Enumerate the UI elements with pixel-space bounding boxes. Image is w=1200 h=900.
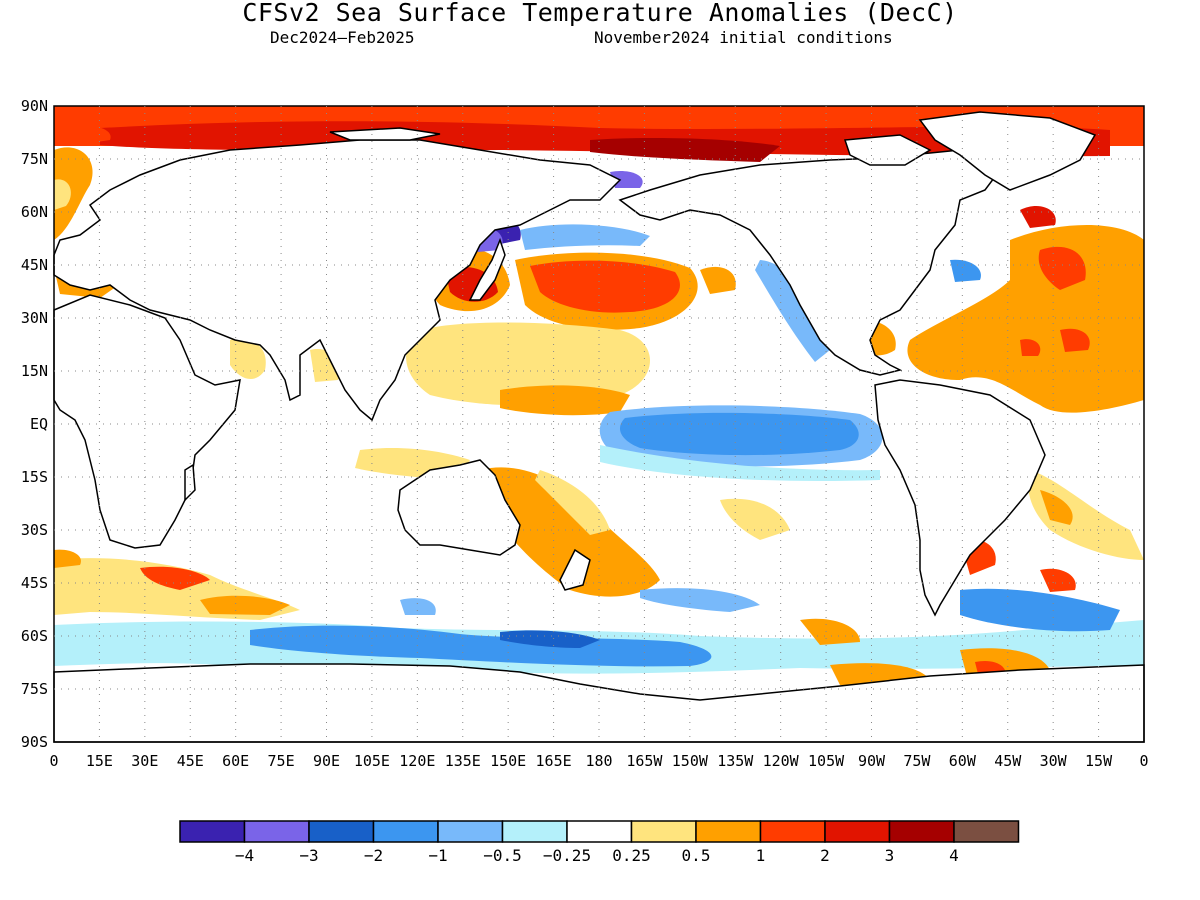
latitude-label: 90S: [21, 733, 48, 751]
colorbar-label: 3: [885, 846, 895, 865]
colorbar-swatch: [630, 820, 697, 843]
latitude-label: 75N: [21, 150, 48, 168]
colorbar-label: 1: [756, 846, 766, 865]
colorbar-swatch: [437, 820, 504, 843]
forecast-period: Dec2024–Feb2025: [270, 28, 415, 47]
colorbar-label: −2: [364, 846, 383, 865]
longitude-labels: 0 15E 30E 45E 60E 75E 90E 105E 120E 135E 150E 165E 1…: [49, 752, 1148, 770]
anomaly-field: [54, 106, 1144, 690]
longitude-label: 180: [585, 752, 612, 770]
latitude-label: 60S: [21, 627, 48, 645]
longitude-label: 165W: [626, 752, 663, 770]
longitude-label: 60W: [949, 752, 977, 770]
longitude-label: 0: [1139, 752, 1148, 770]
longitude-label: 30W: [1040, 752, 1068, 770]
colorbar-swatch: [888, 820, 955, 843]
initial-conditions: November2024 initial conditions: [594, 28, 893, 47]
longitude-label: 75W: [903, 752, 931, 770]
longitude-label: 75E: [268, 752, 295, 770]
longitude-label: 150E: [490, 752, 526, 770]
colorbar-label: −0.5: [483, 846, 522, 865]
longitude-label: 60E: [222, 752, 249, 770]
latitude-label: 90N: [21, 97, 48, 115]
longitude-label: 120W: [763, 752, 800, 770]
colorbar-label: −4: [235, 846, 254, 865]
colorbar-label: 2: [820, 846, 830, 865]
longitude-label: 45W: [994, 752, 1022, 770]
longitude-label: 30E: [131, 752, 158, 770]
colorbar: −4 −3 −2 −1 −0.5 −0.25 0.25 0.5 1 2 3 4: [179, 820, 1020, 865]
latitude-label: 45S: [21, 574, 48, 592]
longitude-label: 45E: [177, 752, 204, 770]
latitude-label: EQ: [30, 415, 48, 433]
colorbar-label: −1: [428, 846, 447, 865]
colorbar-label: 0.25: [612, 846, 651, 865]
colorbar-swatch: [566, 820, 633, 843]
longitude-label: 150W: [672, 752, 709, 770]
latitude-labels: 90N 75N 60N 45N 30N 15N EQ 15S 30S 45S 60S 75S 90S: [21, 97, 48, 751]
colorbar-swatch: [695, 820, 762, 843]
latitude-label: 45N: [21, 256, 48, 274]
colorbar-swatch: [372, 820, 439, 843]
colorbar-swatch: [759, 820, 826, 843]
colorbar-swatch: [824, 820, 891, 843]
latitude-label: 30N: [21, 309, 48, 327]
colorbar-label: −0.25: [543, 846, 591, 865]
colorbar-swatch: [953, 820, 1020, 843]
longitude-label: 105E: [354, 752, 390, 770]
longitude-label: 105W: [808, 752, 845, 770]
colorbar-swatch: [243, 820, 310, 843]
latitude-label: 60N: [21, 203, 48, 221]
longitude-label: 0: [49, 752, 58, 770]
longitude-label: 165E: [536, 752, 572, 770]
chart-title: CFSv2 Sea Surface Temperature Anomalies …: [242, 0, 958, 27]
longitude-label: 15W: [1085, 752, 1113, 770]
colorbar-swatch: [179, 820, 246, 843]
longitude-label: 15E: [86, 752, 113, 770]
longitude-label: 90W: [858, 752, 886, 770]
longitude-label: 135W: [717, 752, 754, 770]
longitude-label: 120E: [399, 752, 435, 770]
colorbar-label: 4: [949, 846, 959, 865]
latitude-label: 15N: [21, 362, 48, 380]
graticule: [54, 106, 1144, 742]
latitude-label: 15S: [21, 468, 48, 486]
longitude-label: 135E: [445, 752, 481, 770]
longitude-label: 90E: [313, 752, 340, 770]
colorbar-swatch: [308, 820, 375, 843]
colorbar-label: −3: [299, 846, 318, 865]
latitude-label: 30S: [21, 521, 48, 539]
colorbar-label: 0.5: [682, 846, 711, 865]
colorbar-swatch: [501, 820, 568, 843]
latitude-label: 75S: [21, 680, 48, 698]
